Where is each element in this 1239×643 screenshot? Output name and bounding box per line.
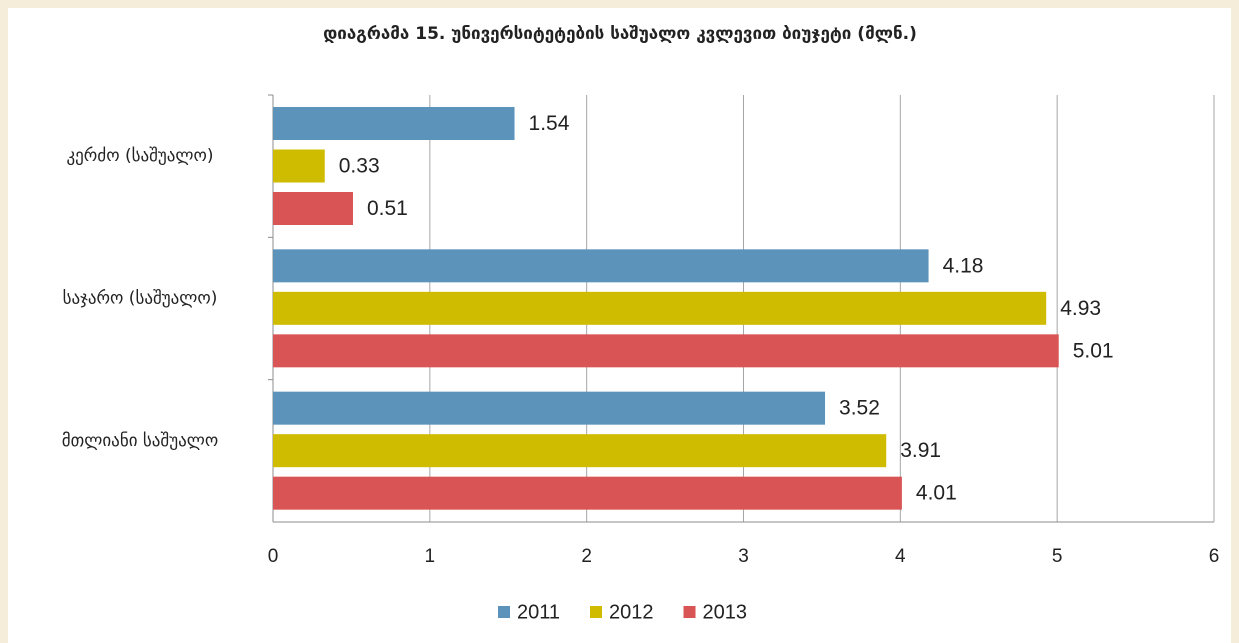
bar (273, 149, 325, 183)
x-tick-label: 2 (581, 546, 592, 567)
x-tick-label: 4 (895, 546, 906, 567)
data-label: 4.93 (1060, 297, 1101, 320)
bar (273, 476, 902, 510)
bar (273, 434, 887, 468)
legend-label: 2011 (517, 601, 560, 623)
legend-swatch (498, 606, 510, 618)
chart-background (8, 8, 1231, 643)
legend-swatch (590, 606, 603, 618)
bar (273, 291, 1047, 325)
data-label: 4.01 (916, 482, 957, 505)
data-label: 3.91 (900, 439, 941, 462)
data-label: 3.52 (839, 397, 880, 420)
data-label: 4.18 (943, 254, 984, 277)
legend-label: 2012 (609, 601, 654, 623)
bar (273, 107, 515, 140)
x-tick-label: 5 (1052, 546, 1063, 567)
y-tick-label: მთლიანი საშუალო (62, 431, 218, 451)
y-tick-label: კერძო (საშუალო) (66, 146, 213, 166)
x-tick-label: 6 (1209, 546, 1220, 567)
bar (273, 334, 1059, 368)
bar (273, 192, 353, 225)
chart-title: დიაგრამა 15. უნივერსიტეტების საშუალო კვლ… (323, 24, 917, 44)
data-label: 0.33 (339, 155, 380, 178)
data-label: 5.01 (1073, 339, 1114, 362)
x-tick-label: 3 (738, 546, 749, 567)
bar (273, 249, 929, 283)
data-label: 1.54 (529, 112, 570, 135)
legend-swatch (683, 606, 696, 618)
legend-label: 2013 (703, 601, 748, 623)
data-label: 0.51 (367, 197, 408, 220)
x-tick-label: 0 (268, 546, 279, 567)
x-tick-label: 1 (425, 546, 436, 567)
y-tick-label: საჯარო (საშუალო) (63, 289, 218, 309)
bar (273, 391, 826, 425)
